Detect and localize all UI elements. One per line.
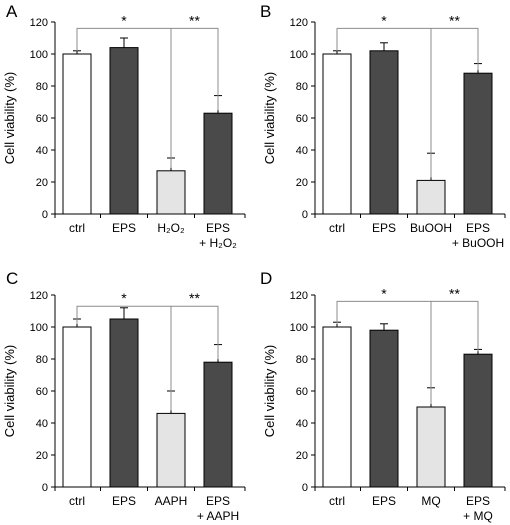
significance-label: *	[381, 285, 387, 301]
y-tick-label: 120	[30, 17, 48, 29]
significance-bracket	[430, 300, 479, 404]
x-category-label: EPS	[372, 221, 396, 235]
x-category-label: EPS	[372, 494, 396, 508]
panel-letter: A	[6, 2, 18, 21]
panel-letter: D	[260, 269, 272, 288]
y-tick-label: 20	[296, 450, 308, 462]
x-category-label: + MQ	[463, 509, 493, 523]
x-category-label: + H₂O₂	[199, 236, 237, 250]
bar	[416, 406, 446, 488]
y-tick-label: 0	[42, 209, 48, 221]
y-axis-label: Cell viability (%)	[262, 345, 277, 437]
y-tick-label: 20	[36, 177, 48, 189]
y-tick-label: 100	[30, 49, 48, 61]
bar	[322, 53, 352, 215]
significance-label: **	[449, 12, 460, 28]
y-tick-label: 0	[302, 482, 308, 494]
x-category-label: EPS	[206, 494, 230, 508]
y-tick-label: 80	[296, 81, 308, 93]
y-tick-label: 120	[30, 290, 48, 302]
y-tick-label: 40	[36, 145, 48, 157]
x-category-label: MQ	[421, 494, 440, 508]
x-category-label: EPS	[112, 221, 136, 235]
significance-label: *	[121, 290, 127, 306]
bar	[62, 53, 92, 215]
x-category-label: ctrl	[69, 494, 85, 508]
bar	[463, 353, 493, 488]
chart-panel-b: B Cell viability (%) 0 20 40 60 80 100 120 ctrl EP…	[260, 2, 506, 250]
bar	[203, 112, 233, 215]
y-axis-label: Cell viability (%)	[2, 345, 17, 437]
significance-label: *	[121, 12, 127, 28]
chart-panel-d: D Cell viability (%) 0 20 40 60 80 100 120 ctrl EP…	[260, 269, 506, 523]
bar	[156, 170, 186, 215]
x-category-label: EPS	[112, 494, 136, 508]
x-category-label: BuOOH	[410, 221, 452, 235]
y-tick-label: 60	[36, 113, 48, 125]
y-tick-label: 0	[42, 482, 48, 494]
y-axis-label: Cell viability (%)	[262, 72, 277, 164]
significance-label: **	[189, 12, 200, 28]
bar	[156, 412, 186, 488]
y-tick-label: 100	[30, 322, 48, 334]
x-category-label: EPS	[466, 494, 490, 508]
bar	[463, 72, 493, 215]
bar	[322, 326, 352, 488]
x-category-label: EPS	[466, 221, 490, 235]
bar	[369, 329, 399, 488]
significance-bracket	[170, 305, 219, 411]
y-tick-label: 80	[296, 354, 308, 366]
y-tick-label: 20	[36, 450, 48, 462]
y-tick-label: 100	[290, 49, 308, 61]
y-tick-label: 120	[290, 17, 308, 29]
y-tick-label: 60	[36, 386, 48, 398]
x-category-label: AAPH	[155, 494, 188, 508]
bar	[109, 47, 139, 215]
y-tick-label: 20	[296, 177, 308, 189]
x-category-label: + AAPH	[197, 509, 239, 523]
y-tick-label: 80	[36, 81, 48, 93]
x-category-label: EPS	[206, 221, 230, 235]
significance-label: **	[449, 285, 460, 301]
panel-letter: C	[6, 269, 18, 288]
y-tick-label: 40	[296, 145, 308, 157]
x-category-label: ctrl	[329, 221, 345, 235]
y-tick-label: 100	[290, 322, 308, 334]
significance-label: *	[381, 12, 387, 28]
y-tick-label: 40	[36, 418, 48, 430]
significance-bracket	[170, 27, 219, 168]
chart-panel-c: C Cell viability (%) 0 20 40 60 80 100 120 ctrl EP…	[2, 269, 246, 523]
significance-label: **	[189, 290, 200, 306]
y-tick-label: 40	[296, 418, 308, 430]
panel-letter: B	[260, 2, 271, 21]
significance-bracket	[430, 27, 479, 178]
x-category-label: ctrl	[69, 221, 85, 235]
y-tick-label: 0	[302, 209, 308, 221]
bar	[203, 361, 233, 488]
x-category-label: + BuOOH	[452, 236, 504, 250]
y-axis-label: Cell viability (%)	[2, 72, 17, 164]
y-tick-label: 60	[296, 113, 308, 125]
y-tick-label: 120	[290, 290, 308, 302]
bar	[416, 179, 446, 215]
bar	[109, 318, 139, 488]
y-tick-label: 80	[36, 354, 48, 366]
chart-panel-a: A Cell viability (%) 0 20 40 60 80 100 120 ctrl EP…	[2, 2, 246, 250]
bar	[369, 50, 399, 215]
bar	[62, 326, 92, 488]
x-category-label: ctrl	[329, 494, 345, 508]
y-tick-label: 60	[296, 386, 308, 398]
x-category-label: H₂O₂	[157, 221, 185, 235]
